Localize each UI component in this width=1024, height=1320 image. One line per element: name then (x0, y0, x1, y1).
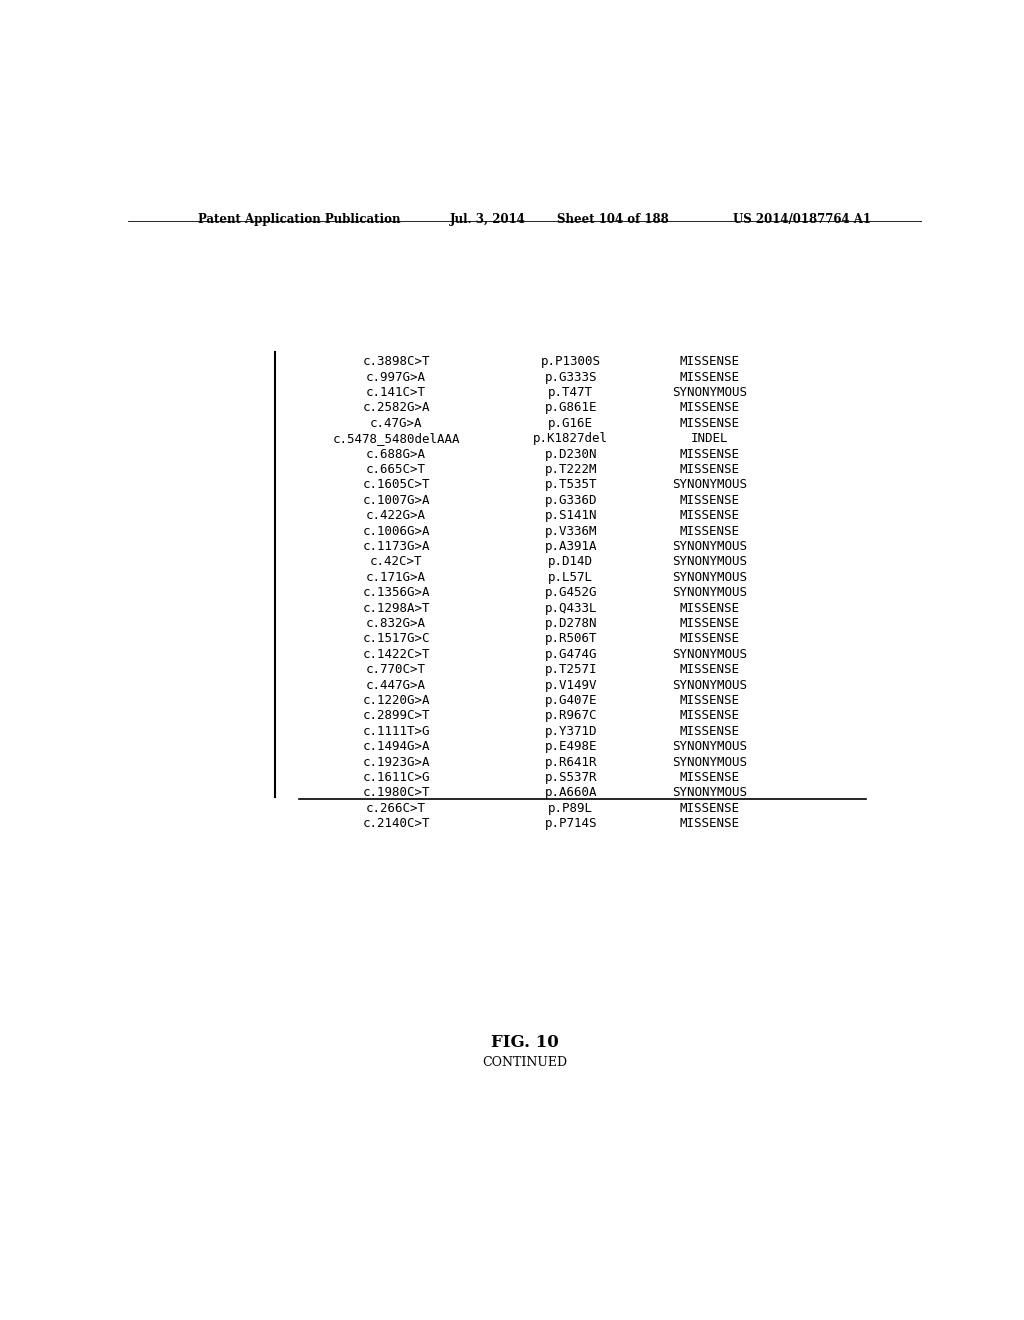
Text: MISSENSE: MISSENSE (680, 616, 739, 630)
Text: MISSENSE: MISSENSE (680, 694, 739, 708)
Text: SYNONYMOUS: SYNONYMOUS (672, 678, 748, 692)
Text: c.770C>T: c.770C>T (367, 663, 426, 676)
Text: MISSENSE: MISSENSE (680, 510, 739, 523)
Text: c.447G>A: c.447G>A (367, 678, 426, 692)
Text: p.D278N: p.D278N (545, 616, 597, 630)
Text: p.G16E: p.G16E (548, 417, 593, 430)
Text: p.P1300S: p.P1300S (541, 355, 601, 368)
Text: c.422G>A: c.422G>A (367, 510, 426, 523)
Text: c.3898C>T: c.3898C>T (362, 355, 430, 368)
Text: p.K1827del: p.K1827del (534, 432, 608, 445)
Text: SYNONYMOUS: SYNONYMOUS (672, 385, 748, 399)
Text: c.1006G>A: c.1006G>A (362, 524, 430, 537)
Text: c.1220G>A: c.1220G>A (362, 694, 430, 708)
Text: MISSENSE: MISSENSE (680, 663, 739, 676)
Text: SYNONYMOUS: SYNONYMOUS (672, 556, 748, 569)
Text: c.2582G>A: c.2582G>A (362, 401, 430, 414)
Text: SYNONYMOUS: SYNONYMOUS (672, 741, 748, 754)
Text: p.D14D: p.D14D (548, 556, 593, 569)
Text: p.V149V: p.V149V (545, 678, 597, 692)
Text: p.G333S: p.G333S (545, 371, 597, 384)
Text: p.P89L: p.P89L (548, 801, 593, 814)
Text: MISSENSE: MISSENSE (680, 817, 739, 830)
Text: c.997G>A: c.997G>A (367, 371, 426, 384)
Text: c.1422C>T: c.1422C>T (362, 648, 430, 661)
Text: MISSENSE: MISSENSE (680, 771, 739, 784)
Text: MISSENSE: MISSENSE (680, 447, 739, 461)
Text: p.G452G: p.G452G (545, 586, 597, 599)
Text: p.L57L: p.L57L (548, 570, 593, 583)
Text: FIG. 10: FIG. 10 (490, 1034, 559, 1051)
Text: c.1611C>G: c.1611C>G (362, 771, 430, 784)
Text: p.G336D: p.G336D (545, 494, 597, 507)
Text: c.1517G>C: c.1517G>C (362, 632, 430, 645)
Text: SYNONYMOUS: SYNONYMOUS (672, 478, 748, 491)
Text: c.1298A>T: c.1298A>T (362, 602, 430, 615)
Text: MISSENSE: MISSENSE (680, 401, 739, 414)
Text: MISSENSE: MISSENSE (680, 801, 739, 814)
Text: SYNONYMOUS: SYNONYMOUS (672, 586, 748, 599)
Text: MISSENSE: MISSENSE (680, 709, 739, 722)
Text: MISSENSE: MISSENSE (680, 494, 739, 507)
Text: SYNONYMOUS: SYNONYMOUS (672, 755, 748, 768)
Text: c.1980C>T: c.1980C>T (362, 787, 430, 800)
Text: c.47G>A: c.47G>A (370, 417, 423, 430)
Text: MISSENSE: MISSENSE (680, 524, 739, 537)
Text: MISSENSE: MISSENSE (680, 602, 739, 615)
Text: p.T47T: p.T47T (548, 385, 593, 399)
Text: p.V336M: p.V336M (545, 524, 597, 537)
Text: p.T222M: p.T222M (545, 463, 597, 477)
Text: p.S141N: p.S141N (545, 510, 597, 523)
Text: SYNONYMOUS: SYNONYMOUS (672, 570, 748, 583)
Text: c.688G>A: c.688G>A (367, 447, 426, 461)
Text: Jul. 3, 2014: Jul. 3, 2014 (451, 214, 526, 226)
Text: p.G407E: p.G407E (545, 694, 597, 708)
Text: MISSENSE: MISSENSE (680, 632, 739, 645)
Text: p.A660A: p.A660A (545, 787, 597, 800)
Text: c.42C>T: c.42C>T (370, 556, 423, 569)
Text: c.2140C>T: c.2140C>T (362, 817, 430, 830)
Text: p.T257I: p.T257I (545, 663, 597, 676)
Text: p.D230N: p.D230N (545, 447, 597, 461)
Text: c.1605C>T: c.1605C>T (362, 478, 430, 491)
Text: c.171G>A: c.171G>A (367, 570, 426, 583)
Text: c.2899C>T: c.2899C>T (362, 709, 430, 722)
Text: SYNONYMOUS: SYNONYMOUS (672, 540, 748, 553)
Text: p.A391A: p.A391A (545, 540, 597, 553)
Text: c.1356G>A: c.1356G>A (362, 586, 430, 599)
Text: c.665C>T: c.665C>T (367, 463, 426, 477)
Text: MISSENSE: MISSENSE (680, 463, 739, 477)
Text: p.R506T: p.R506T (545, 632, 597, 645)
Text: p.E498E: p.E498E (545, 741, 597, 754)
Text: p.G474G: p.G474G (545, 648, 597, 661)
Text: CONTINUED: CONTINUED (482, 1056, 567, 1069)
Text: c.1494G>A: c.1494G>A (362, 741, 430, 754)
Text: p.Q433L: p.Q433L (545, 602, 597, 615)
Text: MISSENSE: MISSENSE (680, 371, 739, 384)
Text: c.1007G>A: c.1007G>A (362, 494, 430, 507)
Text: c.141C>T: c.141C>T (367, 385, 426, 399)
Text: SYNONYMOUS: SYNONYMOUS (672, 648, 748, 661)
Text: c.266C>T: c.266C>T (367, 801, 426, 814)
Text: Sheet 104 of 188: Sheet 104 of 188 (557, 214, 669, 226)
Text: SYNONYMOUS: SYNONYMOUS (672, 787, 748, 800)
Text: MISSENSE: MISSENSE (680, 417, 739, 430)
Text: p.T535T: p.T535T (545, 478, 597, 491)
Text: p.S537R: p.S537R (545, 771, 597, 784)
Text: Patent Application Publication: Patent Application Publication (198, 214, 400, 226)
Text: US 2014/0187764 A1: US 2014/0187764 A1 (733, 214, 870, 226)
Text: c.832G>A: c.832G>A (367, 616, 426, 630)
Text: c.1111T>G: c.1111T>G (362, 725, 430, 738)
Text: MISSENSE: MISSENSE (680, 355, 739, 368)
Text: p.P714S: p.P714S (545, 817, 597, 830)
Text: INDEL: INDEL (691, 432, 728, 445)
Text: p.G861E: p.G861E (545, 401, 597, 414)
Text: c.1173G>A: c.1173G>A (362, 540, 430, 553)
Text: p.R967C: p.R967C (545, 709, 597, 722)
Text: p.R641R: p.R641R (545, 755, 597, 768)
Text: MISSENSE: MISSENSE (680, 725, 739, 738)
Text: c.1923G>A: c.1923G>A (362, 755, 430, 768)
Text: c.5478_5480delAAA: c.5478_5480delAAA (333, 432, 460, 445)
Text: p.Y371D: p.Y371D (545, 725, 597, 738)
